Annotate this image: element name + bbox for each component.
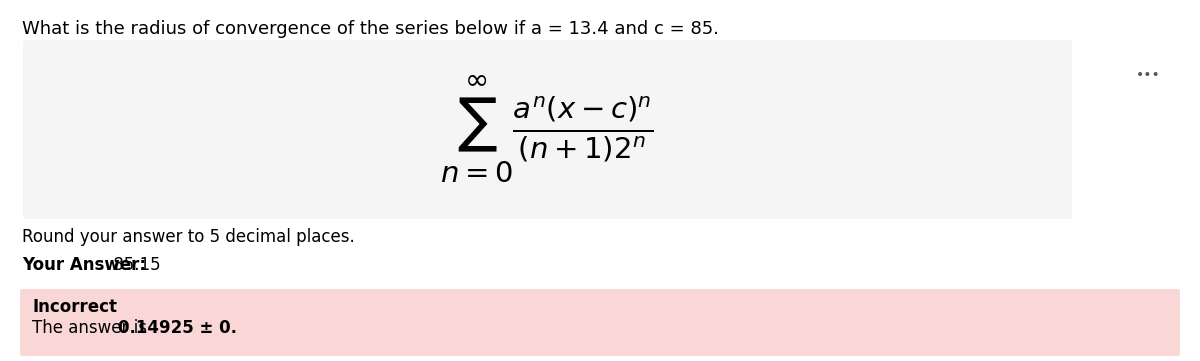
Text: Round your answer to 5 decimal places.: Round your answer to 5 decimal places.: [22, 228, 355, 246]
Text: 0.14925 ± 0.: 0.14925 ± 0.: [118, 319, 238, 337]
FancyBboxPatch shape: [20, 289, 1180, 356]
Text: The answer is: The answer is: [32, 319, 152, 337]
Text: $\sum_{n=0}^{\infty} \frac{a^n(x-c)^n}{(n+1)2^n}$: $\sum_{n=0}^{\infty} \frac{a^n(x-c)^n}{(…: [440, 74, 654, 184]
Text: •••: •••: [1135, 68, 1160, 82]
Text: What is the radius of convergence of the series below if a = 13.4 and c = 85.: What is the radius of convergence of the…: [22, 20, 719, 38]
Text: Your Answer:: Your Answer:: [22, 256, 146, 274]
Text: 85.15: 85.15: [108, 256, 161, 274]
FancyBboxPatch shape: [23, 40, 1072, 219]
Text: Incorrect: Incorrect: [32, 298, 118, 316]
